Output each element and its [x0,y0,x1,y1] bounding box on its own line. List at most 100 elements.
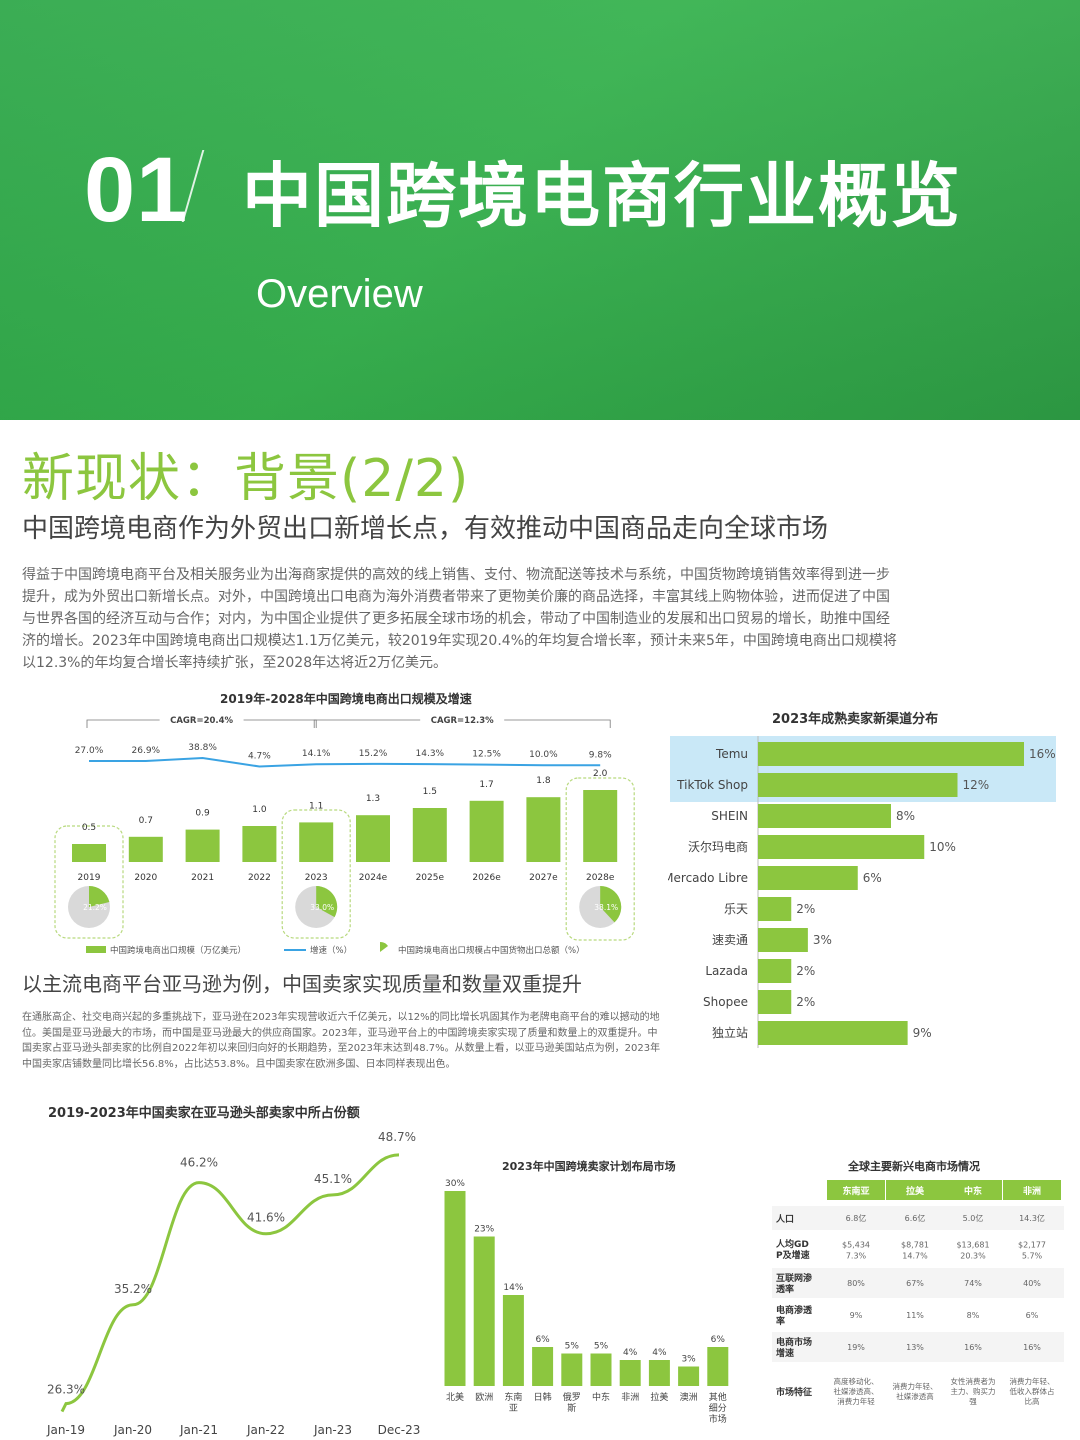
intro-paragraph: 得益于中国跨境电商平台及相关服务业为出海商家提供的高效的线上销售、支付、物流配送… [22,567,897,671]
pie-slice [89,886,110,907]
table-cell: 高度移动化、 [834,1376,879,1386]
table-cell: 低收入群体占 [1010,1386,1055,1396]
table-header-label: 中东 [964,1185,982,1197]
table-cell: $2,177 [1018,1241,1046,1250]
channel-value: 10% [929,840,956,854]
channel-label: 速卖通 [712,933,748,947]
market-bar [648,1360,670,1386]
growth-label: 4.7% [248,752,271,762]
cagr-label-bg [420,713,505,727]
table-cell: 5.0亿 [963,1213,984,1223]
x-tick-label: 2021 [191,873,214,883]
x-tick-label: 欧洲 [475,1391,493,1403]
bar-export-scale [583,790,618,862]
table-cell: 8% [967,1311,980,1320]
table-cell: 40% [1023,1279,1041,1288]
section-subtitle: Overview [256,272,423,316]
legend-swatch-pie [380,942,388,952]
table-cell: 强 [969,1397,977,1406]
bar-export-scale [526,797,561,862]
legend-label: 增速（%） [310,945,352,956]
channel-label: 乐天 [724,902,748,916]
channel-label: Shopee [703,995,748,1009]
channel-label: Mercado Libre [668,871,748,885]
pie-label: 21.2% [83,903,107,912]
table-cell: 社媒渗透高 [896,1391,934,1401]
table-cell: 9% [850,1311,863,1320]
table-row-label: 电商渗透 [776,1304,813,1316]
market-bar [444,1191,466,1386]
channel-value: 3% [813,933,832,947]
table-cell: 16% [964,1343,982,1352]
market-bar [473,1236,495,1386]
bar-export-scale [185,829,220,862]
growth-label: 14.3% [416,749,445,759]
table-cell: 女性消费者为 [951,1376,996,1386]
market-value: 3% [681,1355,696,1365]
x-tick-label: Jan-23 [313,1423,352,1437]
table-row-label: 市场特征 [776,1386,812,1398]
x-tick-label: 拉美 [650,1391,668,1403]
bar-value-label: 0.7 [139,816,153,826]
x-tick-label: 中东 [592,1391,610,1403]
cagr-label: CAGR=20.4% [170,716,233,726]
table-row-label: 透率 [776,1283,794,1295]
x-tick-label: Dec-23 [378,1423,421,1437]
channel-bar [758,928,808,952]
table-cell: 80% [847,1279,865,1288]
channel-value: 8% [896,809,915,823]
channel-value: 2% [796,902,815,916]
table-cell: 消费力年轻、 [893,1381,938,1391]
table-cell: 6.8亿 [846,1213,867,1223]
cagr-label-bg [159,713,244,727]
table-row-label: 人均GD [775,1238,809,1250]
table-cell: 14.3亿 [1019,1213,1045,1223]
market-value: 4% [623,1348,638,1358]
table-row-label: 率 [776,1315,785,1327]
channel-value: 16% [1029,747,1056,761]
channel-value: 9% [913,1026,932,1040]
bar-value-label: 1.0 [252,805,267,815]
bar-export-scale [128,836,163,862]
table-row-label: P及增速 [776,1249,810,1261]
market-bar [590,1353,612,1386]
channel-bar [758,835,925,859]
x-tick-label: 东南 [504,1391,522,1403]
share-line [60,1153,400,1413]
bar-value-label: 1.3 [366,794,380,804]
table-row-bg [772,1234,1064,1266]
bar-export-scale [72,844,106,862]
growth-line [89,756,601,768]
market-bar [619,1360,641,1386]
table-cell: 16% [1023,1343,1041,1352]
highlight-box [565,777,635,941]
chart2-title: 2023年成熟卖家新渠道分布 [772,712,939,727]
x-tick-label: 2027e [529,873,558,883]
market-value: 14% [503,1283,523,1293]
table-cell: $5,434 [842,1241,870,1250]
channel-label: 沃尔玛电商 [688,839,748,854]
growth-label: 26.9% [132,746,161,756]
bar-value-label: 0.5 [82,823,96,833]
highlight-box [281,809,351,939]
x-tick-label: 2020 [134,873,157,883]
x-tick-label: 2019 [78,873,101,883]
market-value: 6% [535,1335,550,1345]
bar-value-label: 1.5 [423,787,437,797]
bar-value-label: 1.7 [479,780,493,790]
section-subheading-amazon: 以主流电商平台亚马逊为例，中国卖家实现质量和数量双重提升 [22,972,582,996]
banner-sheen [0,0,1080,420]
table-cell: 6.6亿 [905,1213,926,1223]
pie-slice [316,886,338,918]
legend-label: 中国跨境电商出口规模（万亿美元） [110,945,246,956]
table-header-label: 非洲 [1023,1185,1041,1197]
table-cell: 67% [906,1279,924,1288]
share-point-label: 45.1% [314,1172,352,1186]
x-tick-label: 市场 [709,1413,727,1425]
growth-label: 10.0% [529,750,558,760]
table-header-cell [827,1180,885,1200]
bar-value-label: 1.8 [536,776,551,786]
table-cell: 13% [906,1343,924,1352]
pie-slice [600,886,622,923]
market-value: 4% [652,1348,667,1358]
